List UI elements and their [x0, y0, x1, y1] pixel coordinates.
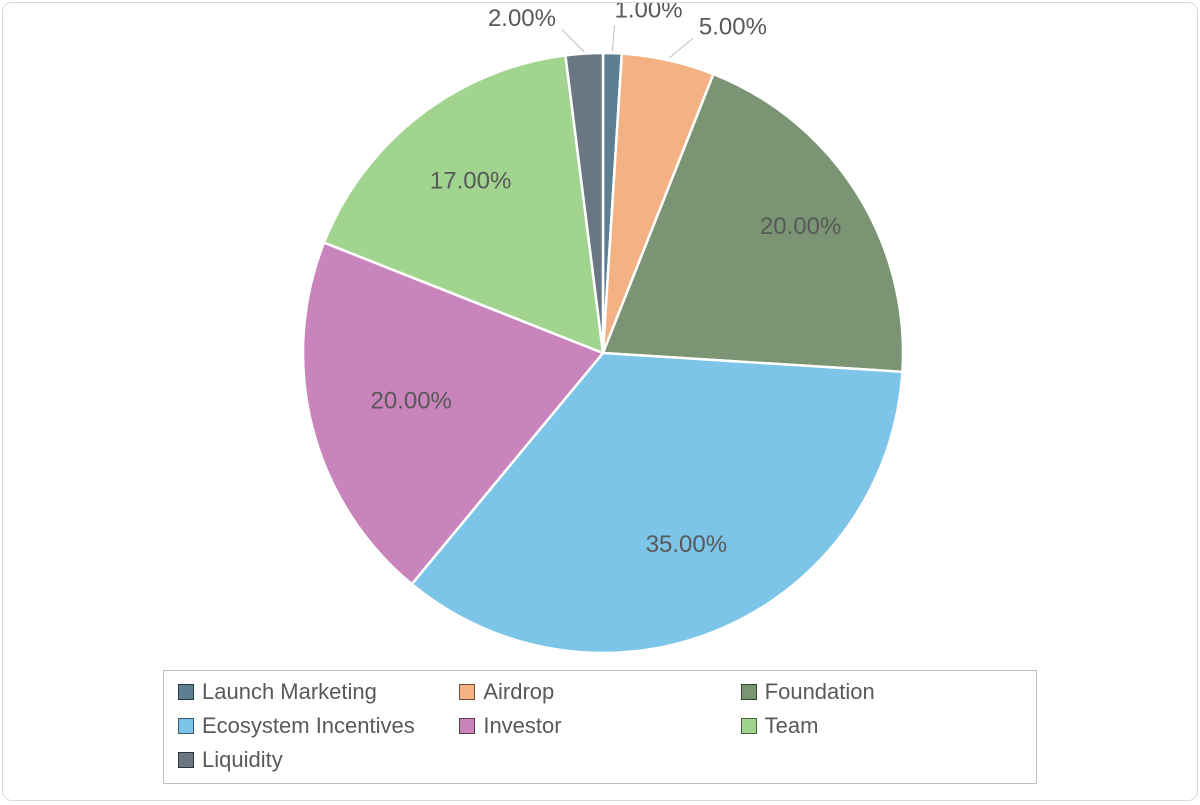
- legend-item: Liquidity: [178, 747, 459, 773]
- legend-swatch: [178, 752, 194, 768]
- legend-item: Airdrop: [459, 679, 740, 705]
- pie-chart: 1.00% 5.00% 20.00% 35.00% 20.00% 17.00% 2.00%: [3, 3, 1199, 693]
- chart-card: 1.00%5.00%20.00%35.00%20.00%17.00%2.00% …: [2, 2, 1198, 801]
- legend-item: Foundation: [741, 679, 1022, 705]
- legend-swatch: [459, 684, 475, 700]
- slice-percent-label: 35.00%: [646, 531, 727, 558]
- legend-swatch: [178, 718, 194, 734]
- legend-item: Ecosystem Incentives: [178, 713, 459, 739]
- legend-label: Launch Marketing: [202, 679, 377, 705]
- slice-percent-label: 20.00%: [760, 213, 841, 240]
- slice-percent-label: 17.00%: [430, 168, 511, 195]
- slice-percent-label: 2.00%: [488, 5, 556, 32]
- legend-label: Ecosystem Incentives: [202, 713, 415, 739]
- legend-swatch: [741, 684, 757, 700]
- legend-label: Airdrop: [483, 679, 554, 705]
- legend-item: Launch Marketing: [178, 679, 459, 705]
- legend-item: Team: [741, 713, 1022, 739]
- leader-line: [562, 30, 584, 52]
- leader-line: [669, 38, 693, 58]
- slice-percent-label: 20.00%: [370, 388, 451, 415]
- leader-line: [613, 25, 615, 51]
- legend-swatch: [178, 684, 194, 700]
- slice-percent-label: 1.00%: [615, 3, 683, 23]
- legend-label: Team: [765, 713, 819, 739]
- legend-swatch: [459, 718, 475, 734]
- slice-percent-label: 5.00%: [699, 14, 767, 41]
- legend-swatch: [741, 718, 757, 734]
- legend-label: Investor: [483, 713, 561, 739]
- legend-item: Investor: [459, 713, 740, 739]
- legend-label: Foundation: [765, 679, 875, 705]
- legend: Launch Marketing Airdrop Foundation Ecosyst…: [163, 670, 1037, 784]
- legend-label: Liquidity: [202, 747, 283, 773]
